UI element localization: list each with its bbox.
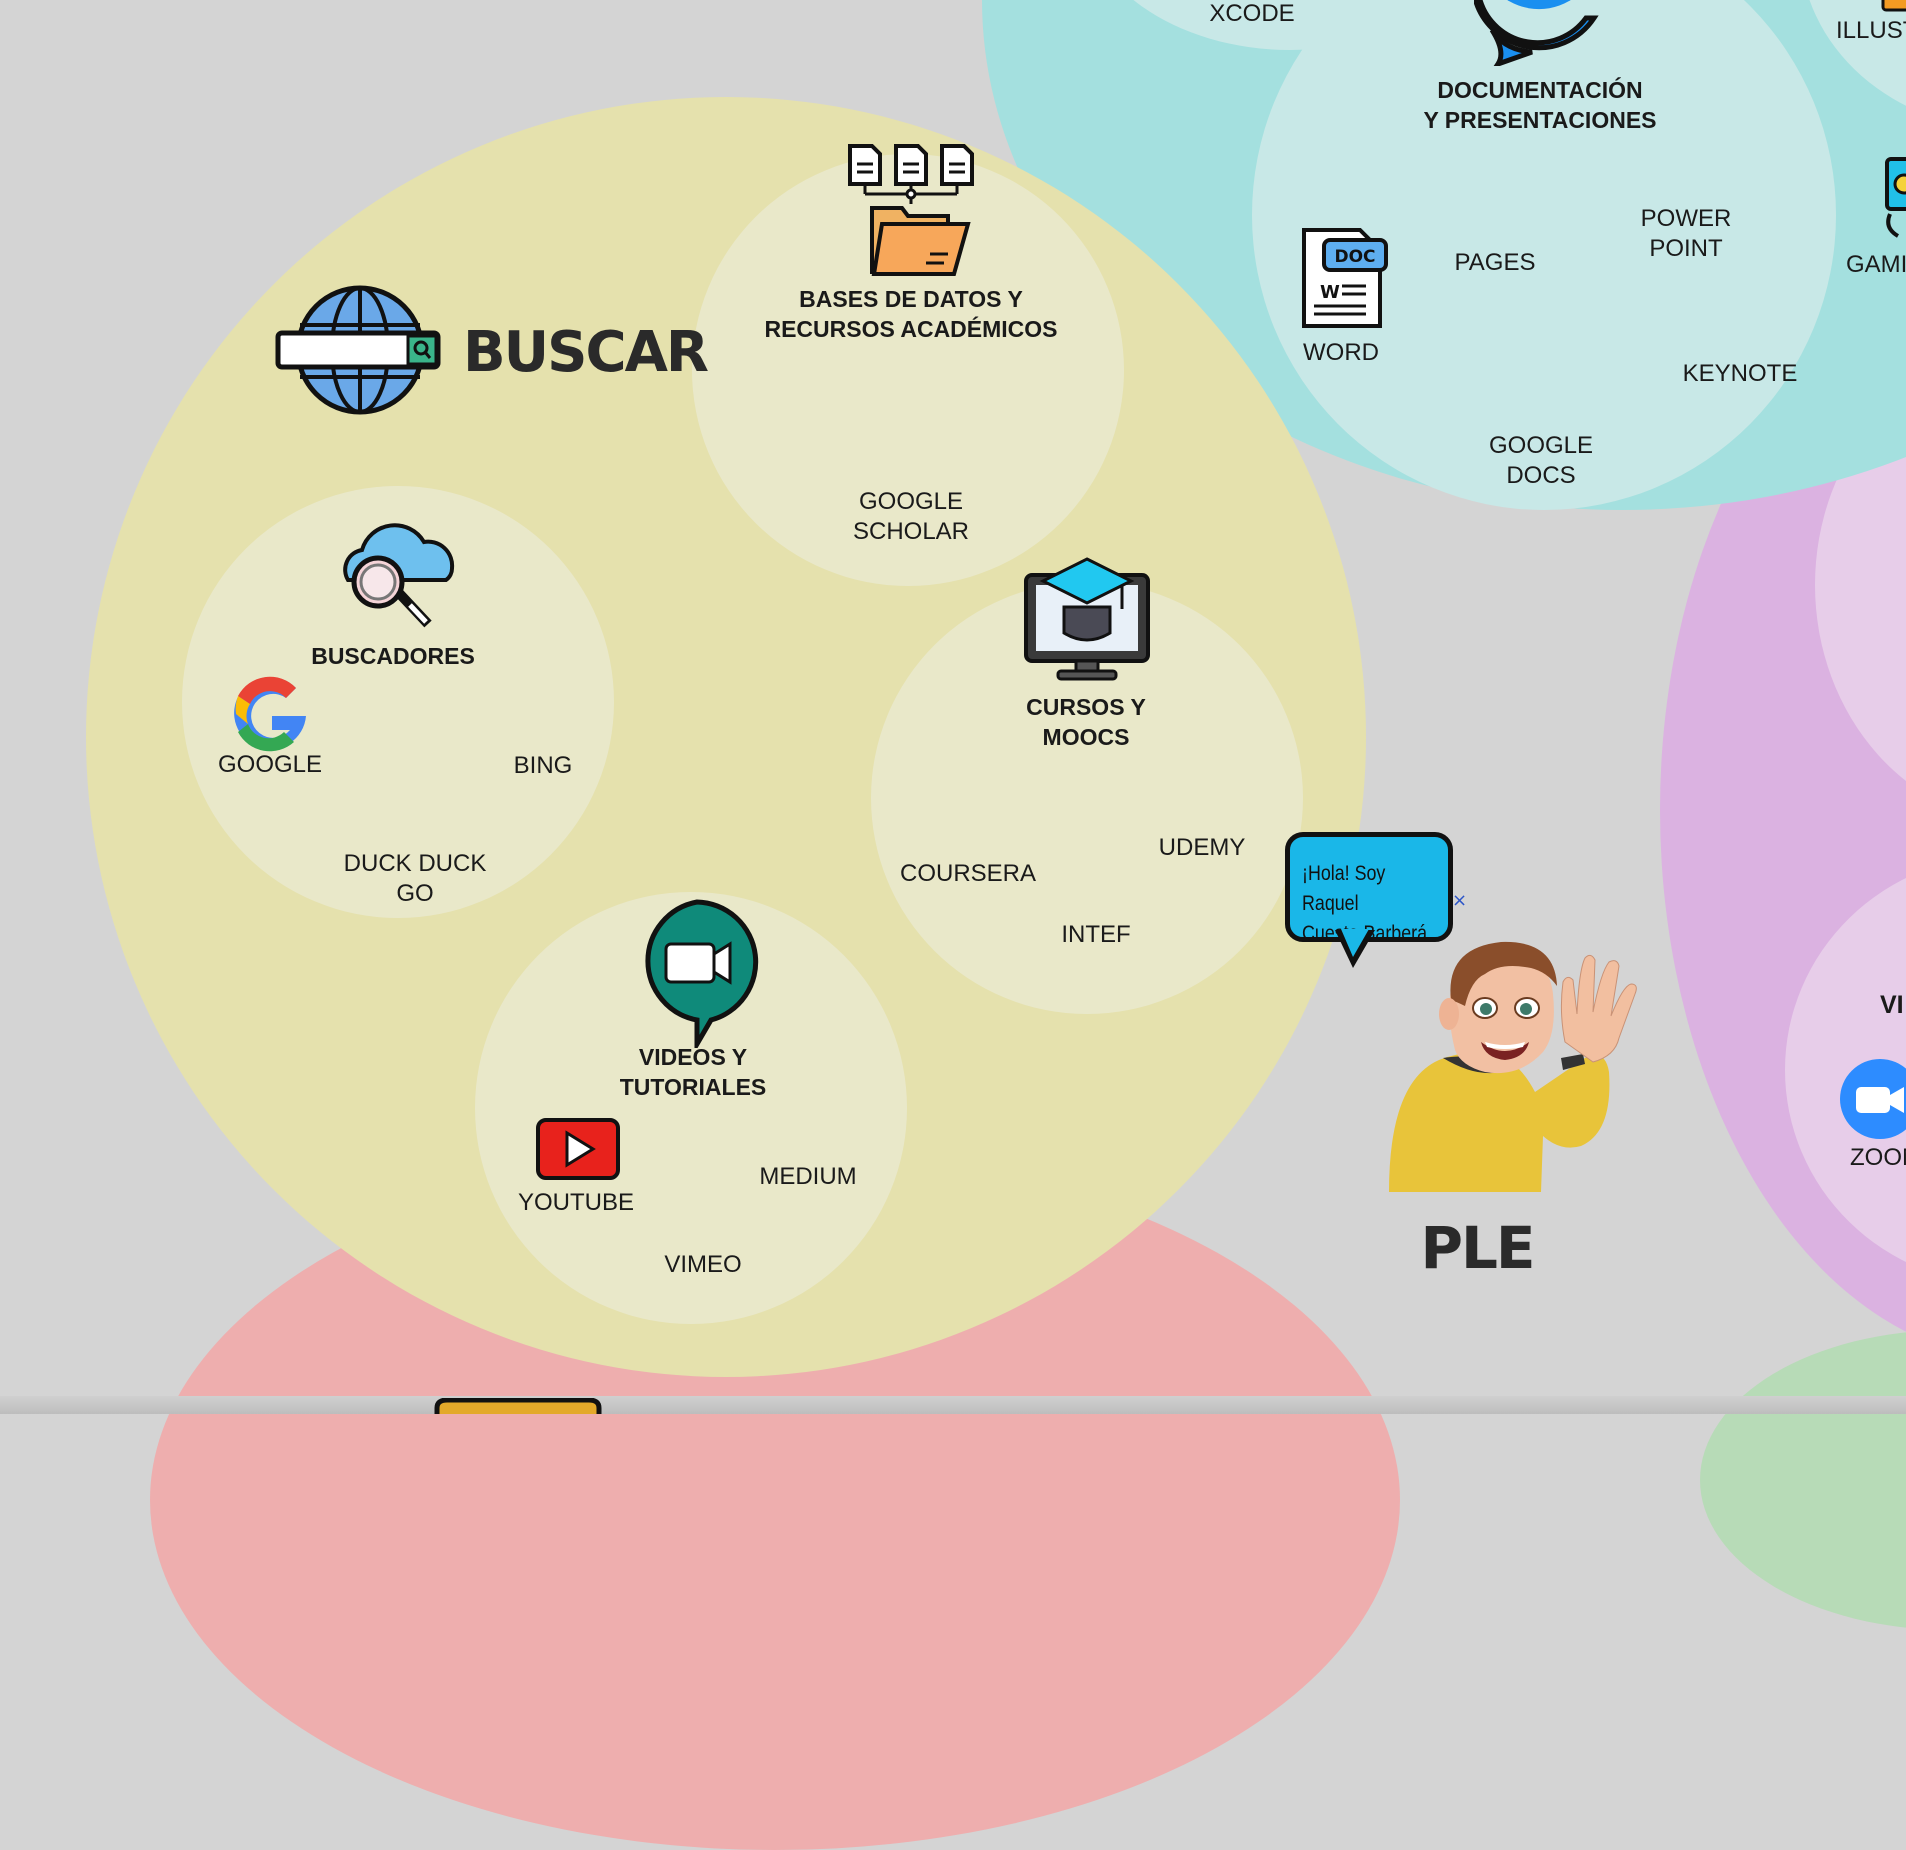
udemy-label[interactable]: UDEMY	[1158, 834, 1246, 861]
pages-label[interactable]: PAGES	[1454, 249, 1536, 276]
powerpoint-label[interactable]: POWER POINT	[1640, 205, 1732, 262]
gamificacion-label[interactable]: GAMI	[1846, 251, 1906, 278]
intef-label[interactable]: INTEF	[1061, 921, 1131, 948]
ple-title: PLE	[1420, 1214, 1535, 1282]
google-label[interactable]: GOOGLE	[217, 751, 323, 778]
buscadores-title: BUSCADORES	[311, 643, 475, 669]
youtube-label[interactable]: YOUTUBE	[517, 1189, 635, 1216]
greeting-bubble: ¡Hola! Soy Raquel Cuesta Barberá	[1285, 832, 1453, 945]
cloud-search-icon	[343, 523, 455, 628]
xcode-label[interactable]: XCODE	[1209, 0, 1295, 27]
zoom-camera-icon	[1840, 1059, 1906, 1139]
globe-search-icon	[275, 285, 441, 415]
svg-text:DOC: DOC	[1334, 247, 1375, 267]
google-logo-icon	[234, 676, 306, 752]
googledocs-label[interactable]: GOOGLE DOCS	[1488, 432, 1594, 489]
green-circle	[1700, 1330, 1906, 1630]
zoom-label[interactable]: ZOOM	[1850, 1144, 1906, 1171]
buscar-title: BUSCAR	[463, 320, 709, 385]
videos-title: VIDEOS Y TUTORIALES	[619, 1044, 767, 1100]
bases-datos-title: BASES DE DATOS Y RECURSOS ACADÉMICOS	[764, 286, 1058, 342]
doc-file-icon: DOC W	[1302, 228, 1388, 328]
close-icon[interactable]: ×	[1452, 890, 1468, 911]
documentacion-title: DOCUMENTACIÓN Y PRESENTACIONES	[1423, 77, 1657, 133]
word-label[interactable]: WORD	[1303, 339, 1379, 366]
monitor-graduation-cap-icon	[1024, 557, 1150, 681]
cursos-title: CURSOS Y MOOCS	[1026, 694, 1146, 750]
keynote-label[interactable]: KEYNOTE	[1682, 360, 1798, 387]
vimeo-label[interactable]: VIMEO	[664, 1251, 742, 1278]
illustrator-label[interactable]: ILLUST	[1836, 17, 1906, 44]
partial-bottom-icon	[434, 1398, 602, 1414]
medium-label[interactable]: MEDIUM	[759, 1163, 857, 1190]
partial-gamification-icon	[1885, 157, 1906, 238]
bing-label[interactable]: BING	[513, 752, 573, 779]
info-chat-icon	[1474, 0, 1599, 66]
avatar-memoji	[1389, 941, 1637, 1192]
coursera-label[interactable]: COURSERA	[899, 860, 1037, 887]
duckduckgo-label[interactable]: DUCK DUCK GO	[343, 850, 487, 907]
partial-app-icon	[1881, 0, 1906, 12]
google-scholar-label[interactable]: GOOGLE SCHOLAR	[852, 488, 970, 545]
youtube-play-icon	[536, 1118, 620, 1180]
bottom-shadow	[0, 1396, 1906, 1414]
svg-text:W: W	[1320, 282, 1340, 303]
videoconferencia-label: VI	[1880, 991, 1904, 1019]
video-chat-icon	[645, 899, 759, 1048]
documents-folder-icon	[848, 144, 974, 276]
bubble-tail-inner	[1341, 929, 1369, 957]
